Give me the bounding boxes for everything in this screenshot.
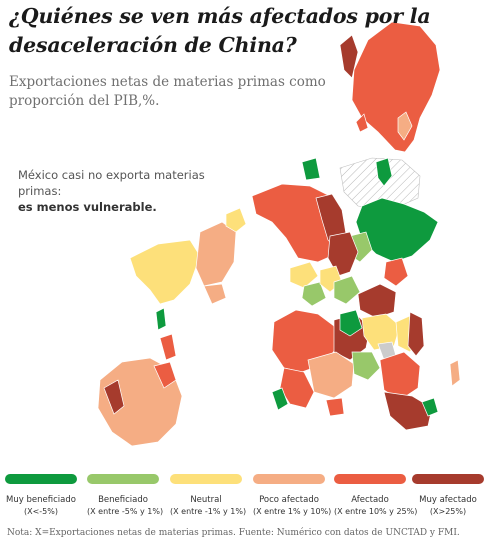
legend-range: (X<-5%) bbox=[23, 507, 58, 516]
legend-label: Muy afectado bbox=[419, 495, 477, 505]
region-americas-small bbox=[155, 307, 167, 331]
region-americas-east bbox=[195, 221, 237, 287]
legend-item-muy-afectado: Muy afectado (X>25%) bbox=[412, 474, 484, 517]
region-africa-south-center bbox=[307, 351, 355, 399]
legend-item-poco-afectado: Poco afectado (X entre 1% y 10%) bbox=[253, 474, 332, 517]
legend-item-muy-beneficiado: Muy beneficiado (X<-5%) bbox=[5, 474, 77, 517]
legend-range: (X>25%) bbox=[429, 507, 467, 516]
annotation-emphasis: es menos vulnerable. bbox=[18, 200, 157, 214]
legend-label: Muy beneficiado bbox=[6, 495, 76, 505]
legend-range: (X entre -1% y 1%) bbox=[170, 507, 247, 516]
legend-label: Neutral bbox=[190, 495, 222, 505]
legend-range: (X entre 10% y 25%) bbox=[334, 507, 418, 516]
legend-item-neutral: Neutral (X entre -1% y 1%) bbox=[170, 474, 247, 517]
region-south-dark bbox=[103, 379, 125, 415]
region-europe-north bbox=[375, 157, 393, 187]
legend-label: Beneficiado bbox=[98, 495, 148, 505]
legend-label: Afectado bbox=[351, 495, 389, 505]
legend-swatch bbox=[253, 474, 325, 484]
region-africa-dark-east bbox=[407, 311, 425, 357]
region-central-d bbox=[333, 275, 361, 305]
region-mid-dark2 bbox=[327, 231, 359, 277]
region-small-north bbox=[355, 113, 369, 133]
legend-swatch bbox=[87, 474, 159, 484]
region-madagascar bbox=[449, 359, 461, 387]
legend-swatch bbox=[412, 474, 484, 484]
legend-item-afectado: Afectado (X entre 10% y 25%) bbox=[334, 474, 418, 517]
region-africa-south-left bbox=[279, 367, 315, 409]
region-africa-south-east bbox=[379, 351, 421, 401]
region-west-coast-green bbox=[271, 387, 289, 411]
region-baltic bbox=[397, 111, 413, 141]
legend-item-beneficiado: Beneficiado (X entre -5% y 1%) bbox=[87, 474, 164, 517]
legend-range: (X entre 1% y 10%) bbox=[253, 507, 332, 516]
region-africa-tip bbox=[383, 391, 433, 431]
region-kamchatka bbox=[339, 34, 359, 79]
legend-swatch bbox=[5, 474, 77, 484]
region-central-b bbox=[301, 281, 327, 307]
region-southern-small bbox=[325, 397, 345, 417]
region-south-orange bbox=[153, 361, 177, 389]
region-africa-small-green bbox=[421, 397, 439, 417]
annotation-text: México casi no exporta materias primas: bbox=[18, 168, 205, 198]
region-africa-south-green bbox=[351, 351, 381, 381]
region-east-dark bbox=[357, 283, 397, 319]
legend-label: Poco afectado bbox=[259, 495, 319, 505]
source-note: Nota: X=Exportaciones netas de materias … bbox=[7, 528, 460, 538]
legend-swatch bbox=[334, 474, 406, 484]
page-subtitle: Exportaciones netas de materias primas c… bbox=[9, 74, 326, 109]
region-south-tip bbox=[159, 333, 177, 361]
world-map bbox=[97, 21, 461, 447]
region-africa-neutral bbox=[361, 313, 401, 351]
map-annotation: México casi no exporta materias primas: … bbox=[18, 167, 248, 215]
region-russia bbox=[351, 21, 441, 153]
legend-swatch bbox=[170, 474, 242, 484]
region-central-a bbox=[289, 261, 319, 289]
page-title: ¿Quiénes se ven más afectados por la des… bbox=[9, 4, 431, 57]
region-africa-green bbox=[339, 309, 363, 337]
region-americas-ne bbox=[225, 207, 247, 233]
legend-range: (X entre -5% y 1%) bbox=[87, 507, 164, 516]
map-legend: Muy beneficiado (X<-5%) Beneficiado (X e… bbox=[0, 474, 490, 524]
region-americas-north bbox=[129, 239, 201, 305]
region-iberia bbox=[301, 157, 321, 181]
region-americas-islands bbox=[203, 283, 227, 305]
region-east-orange bbox=[383, 257, 409, 287]
